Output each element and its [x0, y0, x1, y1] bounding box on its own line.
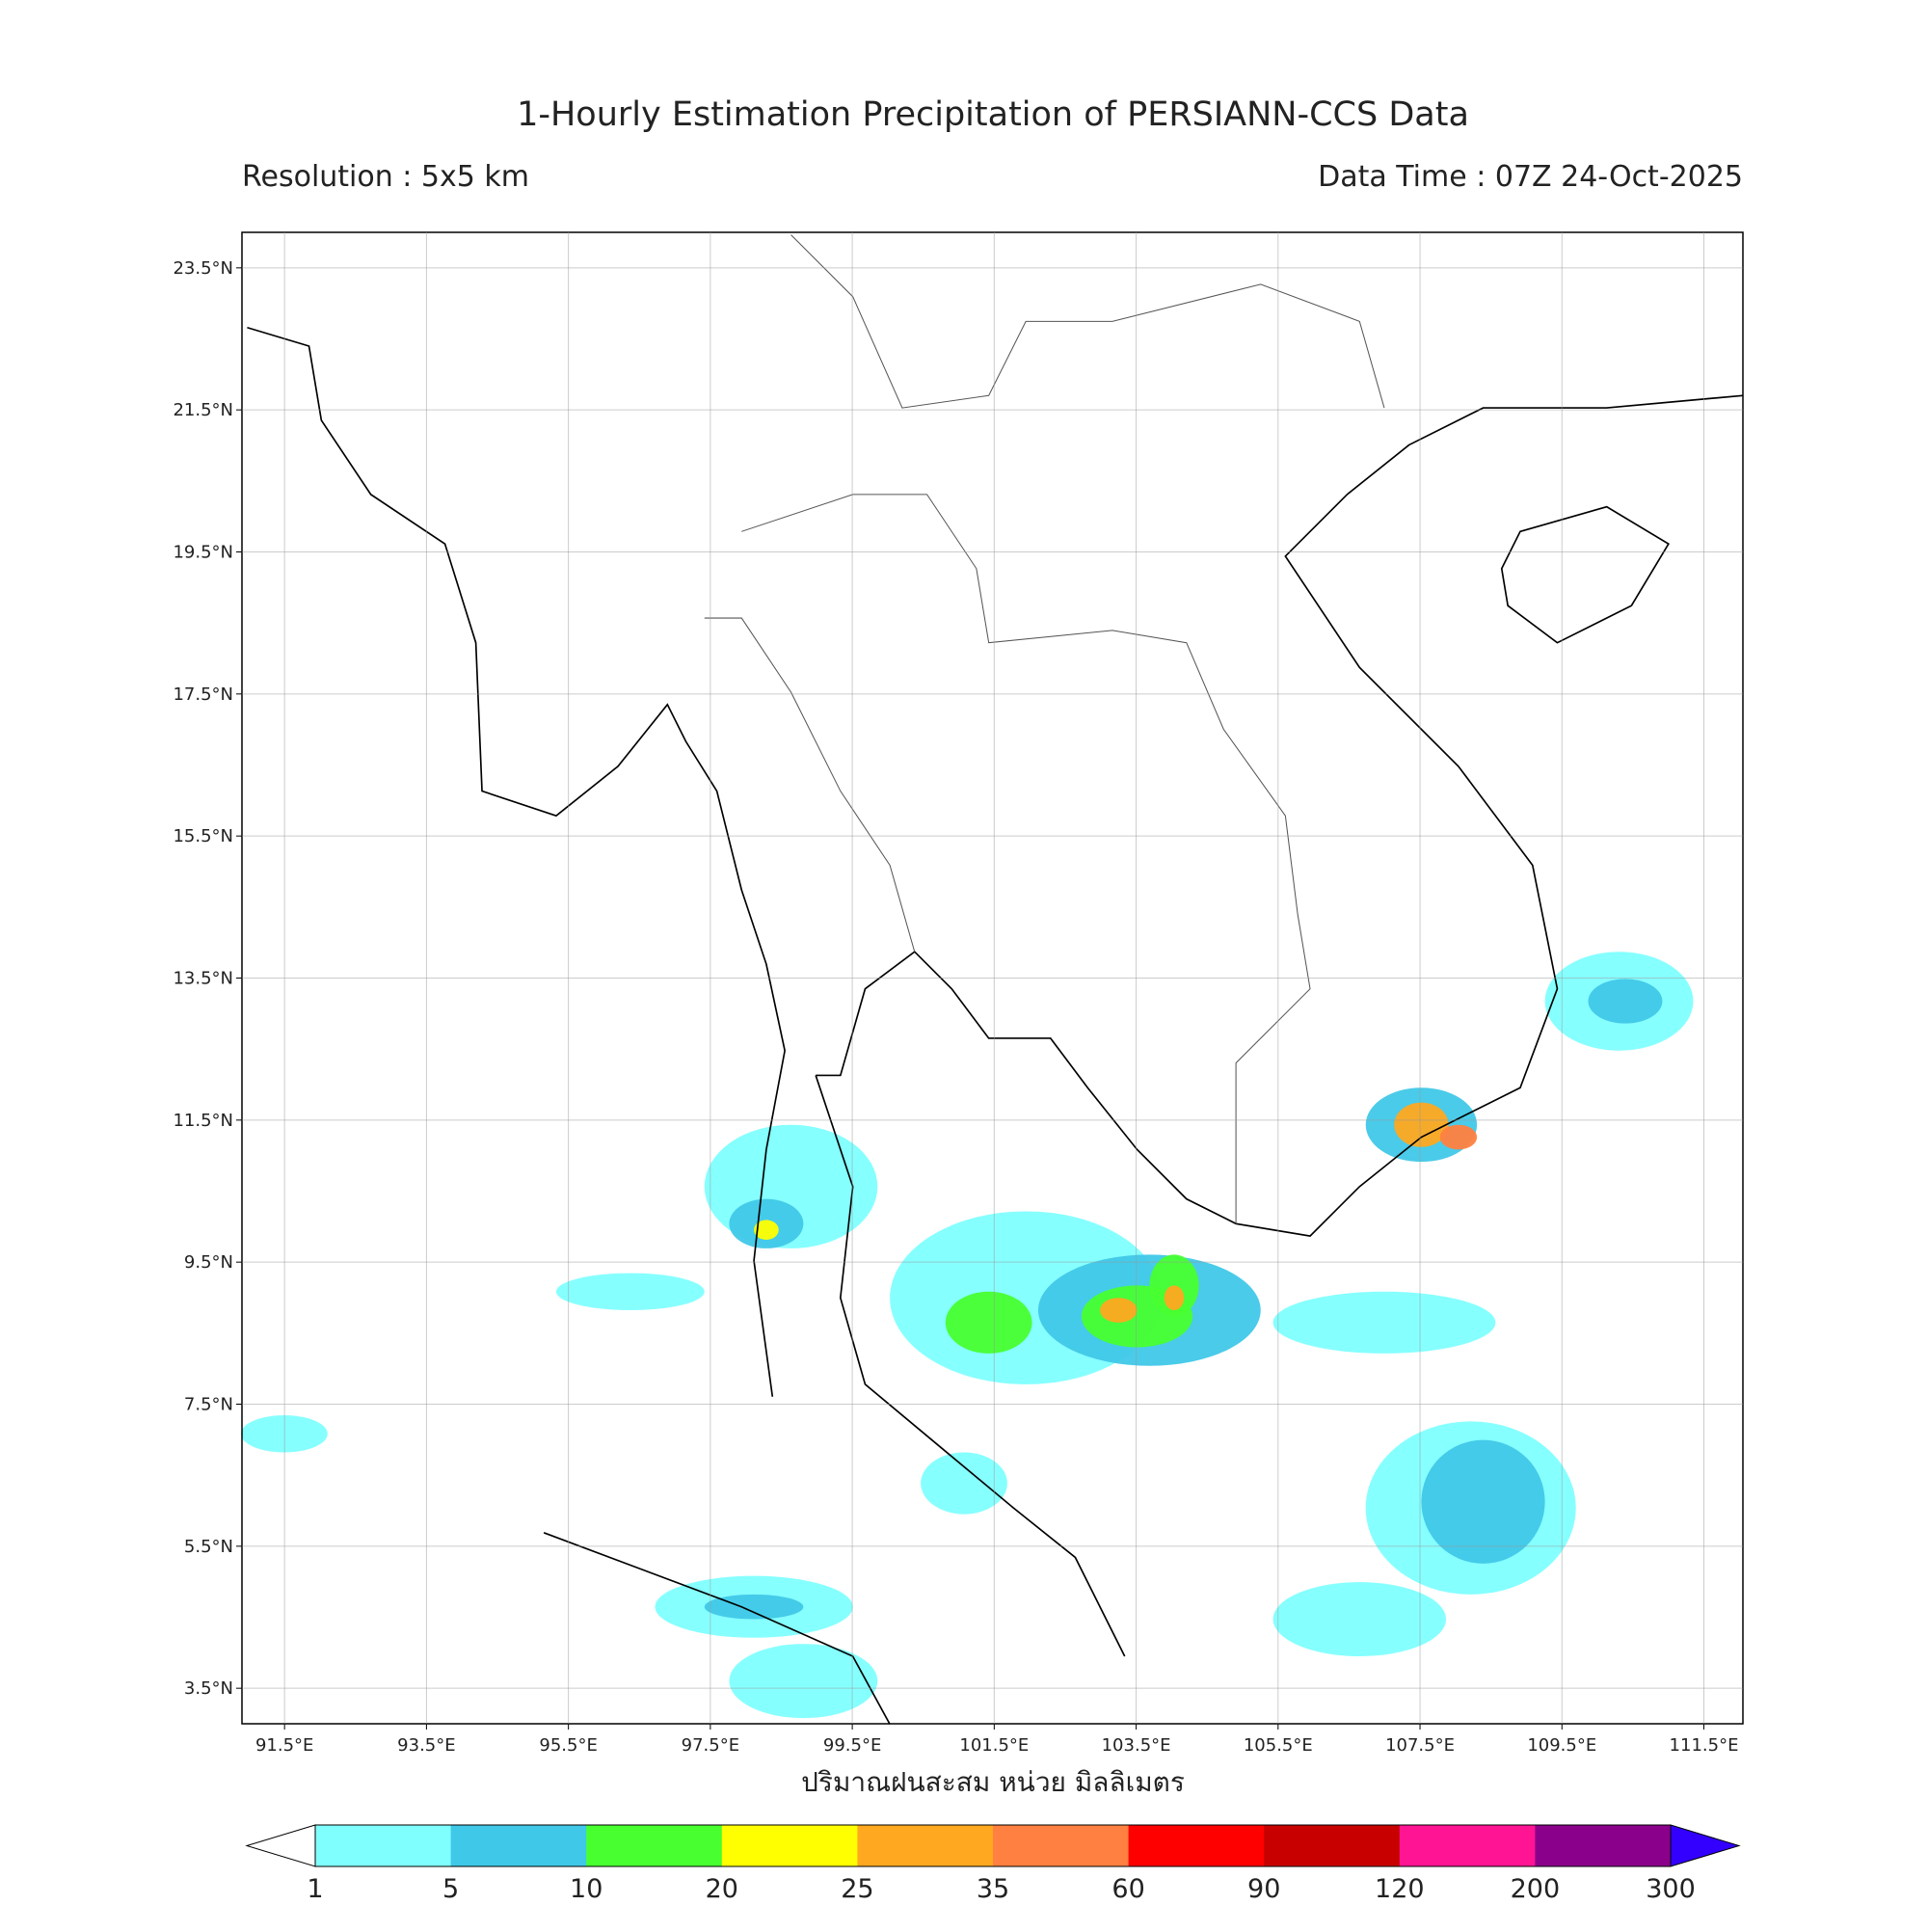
colorbar-label: 120	[1375, 1874, 1425, 1904]
colorbar-label: 200	[1511, 1874, 1561, 1904]
colorbar-label: 300	[1646, 1874, 1696, 1904]
colorbar-segment	[1128, 1825, 1265, 1866]
colorbar-label: 5	[442, 1874, 459, 1904]
colorbar-segment	[1264, 1825, 1401, 1866]
rain-area	[1100, 1298, 1138, 1323]
colorbar-segment	[857, 1825, 994, 1866]
colorbar-label: 90	[1247, 1874, 1280, 1904]
rain-area	[945, 1291, 1032, 1354]
x-tick-label: 95.5°E	[539, 1735, 597, 1756]
rain-area	[754, 1220, 779, 1240]
x-tick-label: 107.5°E	[1385, 1735, 1455, 1756]
coastline	[247, 326, 1743, 1725]
colorbar-segment	[993, 1825, 1130, 1866]
y-tick-label: 21.5°N	[173, 400, 233, 420]
rain-area	[1394, 1102, 1449, 1147]
colorbar-segment	[1399, 1825, 1536, 1866]
data-time: Data Time : 07Z 24-Oct-2025	[1318, 160, 1743, 194]
colorbar-segment	[586, 1825, 723, 1866]
border	[741, 494, 1311, 1224]
colorbar-extend-high	[1670, 1824, 1741, 1867]
rain-area	[1439, 1124, 1478, 1150]
x-tick-label: 109.5°E	[1527, 1735, 1596, 1756]
map-layers	[241, 234, 1743, 1725]
colorbar-label: 25	[841, 1874, 873, 1904]
coast-peninsula	[815, 1075, 1126, 1657]
rain-area	[1164, 1285, 1185, 1311]
rain-area	[555, 1273, 705, 1311]
rain-area	[704, 1594, 804, 1620]
borders	[704, 234, 1385, 1224]
colorbar-label: 35	[977, 1874, 1009, 1904]
colorbar-label: 1	[307, 1874, 323, 1904]
colorbar-label: 60	[1111, 1874, 1144, 1904]
map	[241, 234, 1743, 1725]
x-tick-label: 111.5°E	[1670, 1735, 1739, 1756]
coast-hainan	[1500, 505, 1670, 644]
coast-west	[247, 326, 786, 1397]
resolution: Resolution : 5x5 km	[242, 160, 529, 194]
colorbar-label: 20	[706, 1874, 738, 1904]
y-tick-label: 11.5°N	[173, 1111, 233, 1131]
y-tick-label: 7.5°N	[184, 1395, 233, 1415]
y-tick-label: 19.5°N	[173, 543, 233, 563]
border	[790, 234, 1385, 409]
x-tick-label: 101.5°E	[959, 1735, 1029, 1756]
x-tick-label: 97.5°E	[682, 1735, 739, 1756]
y-tick-label: 13.5°N	[173, 969, 233, 989]
x-label: ปริมาณฝนสะสม หน่วย มิลลิเมตร	[801, 1766, 1185, 1798]
y-tick-label: 17.5°N	[173, 684, 233, 705]
x-tick-label: 103.5°E	[1102, 1735, 1171, 1756]
y-tick-label: 23.5°N	[173, 258, 233, 279]
colorbar-segment	[721, 1825, 858, 1866]
rain-area	[729, 1644, 878, 1719]
y-tick-label: 5.5°N	[184, 1537, 233, 1557]
x-tick-label: 93.5°E	[397, 1735, 455, 1756]
colorbar-extend-low	[245, 1824, 316, 1867]
y-tick-label: 3.5°N	[184, 1678, 233, 1699]
colorbar-segment	[1535, 1825, 1672, 1866]
rain-area	[1272, 1291, 1496, 1354]
y-tick-label: 15.5°N	[173, 826, 233, 846]
rain-area	[1588, 979, 1663, 1024]
rain-field	[241, 952, 1694, 1719]
colorbar-frame	[314, 1824, 1672, 1867]
rain-area	[1421, 1439, 1545, 1564]
x-tick-label: 105.5°E	[1244, 1735, 1313, 1756]
border	[704, 617, 916, 953]
colorbar-label: 10	[570, 1874, 602, 1904]
rain-area	[1272, 1582, 1447, 1657]
x-tick-label: 99.5°E	[823, 1735, 881, 1756]
coast-sumatra	[543, 1532, 891, 1725]
title: 1-Hourly Estimation Precipitation of PER…	[517, 95, 1469, 134]
y-tick-label: 9.5°N	[184, 1252, 233, 1273]
colorbar-segment	[315, 1825, 452, 1866]
rain-area	[921, 1452, 1007, 1515]
x-tick-label: 91.5°E	[255, 1735, 313, 1756]
colorbar-segment	[450, 1825, 587, 1866]
coast-east	[816, 394, 1743, 1237]
